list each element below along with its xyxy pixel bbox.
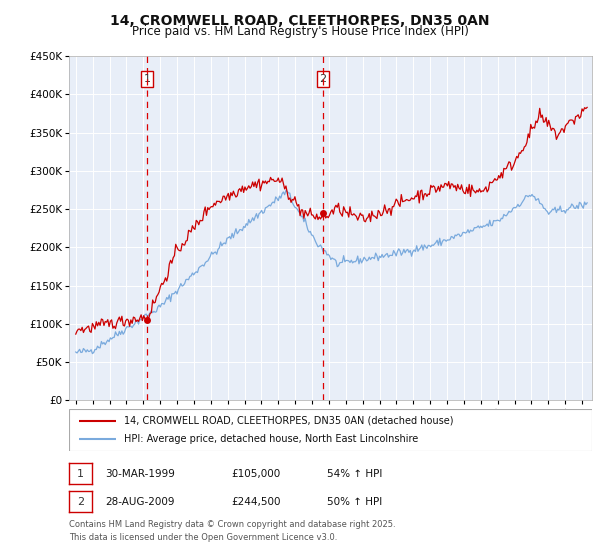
- Text: 1: 1: [77, 469, 84, 479]
- Text: 28-AUG-2009: 28-AUG-2009: [105, 497, 175, 507]
- Text: 1: 1: [143, 74, 151, 84]
- Text: HPI: Average price, detached house, North East Lincolnshire: HPI: Average price, detached house, Nort…: [124, 434, 418, 444]
- Text: Price paid vs. HM Land Registry's House Price Index (HPI): Price paid vs. HM Land Registry's House …: [131, 25, 469, 38]
- Text: 14, CROMWELL ROAD, CLEETHORPES, DN35 0AN: 14, CROMWELL ROAD, CLEETHORPES, DN35 0AN: [110, 14, 490, 28]
- Text: 30-MAR-1999: 30-MAR-1999: [105, 469, 175, 479]
- Text: 14, CROMWELL ROAD, CLEETHORPES, DN35 0AN (detached house): 14, CROMWELL ROAD, CLEETHORPES, DN35 0AN…: [124, 416, 454, 426]
- Text: £244,500: £244,500: [231, 497, 281, 507]
- Text: This data is licensed under the Open Government Licence v3.0.: This data is licensed under the Open Gov…: [69, 533, 337, 542]
- Text: 54% ↑ HPI: 54% ↑ HPI: [327, 469, 382, 479]
- Text: 2: 2: [319, 74, 326, 84]
- Text: 50% ↑ HPI: 50% ↑ HPI: [327, 497, 382, 507]
- FancyBboxPatch shape: [69, 409, 592, 451]
- Text: Contains HM Land Registry data © Crown copyright and database right 2025.: Contains HM Land Registry data © Crown c…: [69, 520, 395, 529]
- Text: 2: 2: [77, 497, 84, 507]
- Text: £105,000: £105,000: [231, 469, 280, 479]
